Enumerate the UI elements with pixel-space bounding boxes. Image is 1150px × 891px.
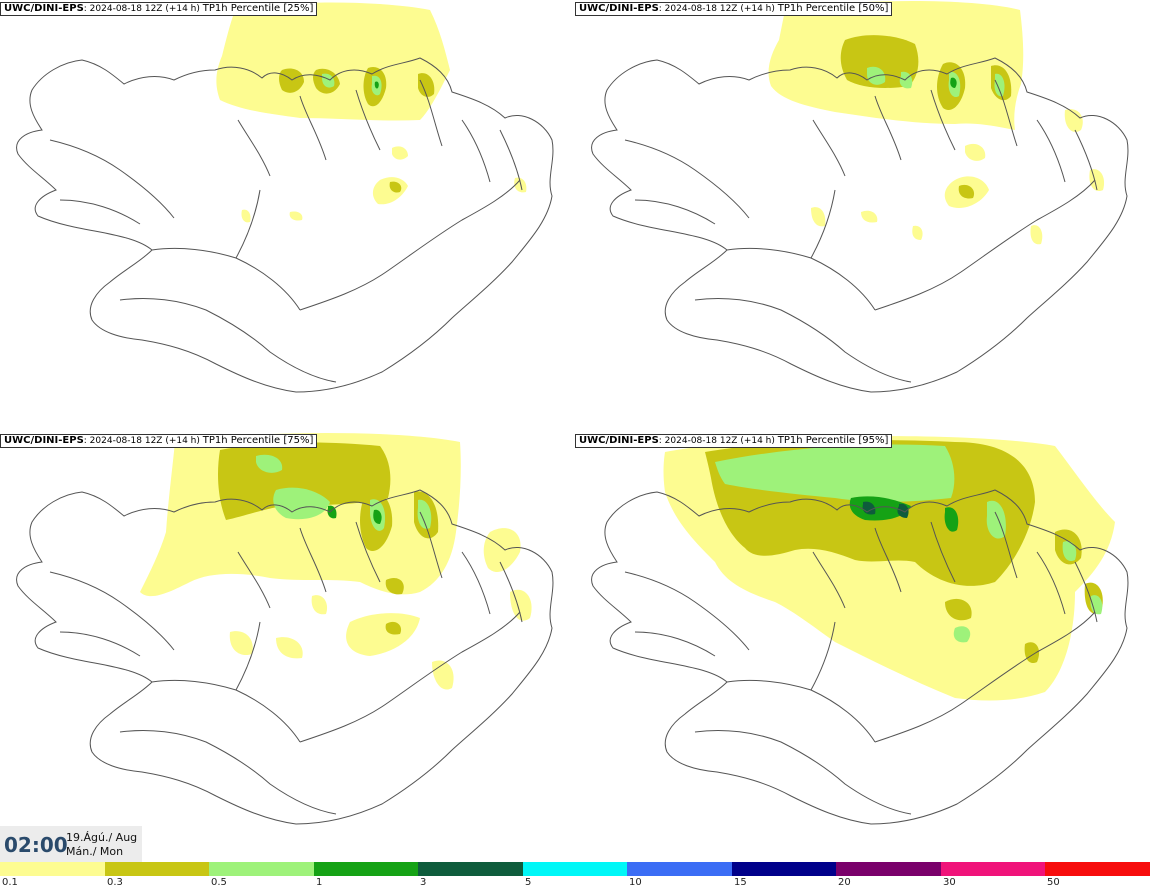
run-time: 2024-08-18 12Z (+14 h) <box>664 4 775 14</box>
legend-swatch <box>522 862 628 876</box>
legend-swatch <box>731 862 837 876</box>
valid-time-box: 02:00 19.Ágú./ Aug Mán./ Mon <box>0 826 142 862</box>
legend-threshold-label: 3 <box>420 877 427 888</box>
field-title: TP1h Percentile [75%] <box>202 435 314 446</box>
legend-threshold-label: 1 <box>316 877 323 888</box>
legend-swatch <box>627 862 732 876</box>
field-title: TP1h Percentile [50%] <box>777 3 889 14</box>
model-name: UWC/DINI-EPS <box>579 3 659 14</box>
legend-swatch <box>313 862 419 876</box>
legend-threshold-label: 50 <box>1047 877 1060 888</box>
color-legend <box>0 862 1150 876</box>
legend-swatch <box>0 862 105 876</box>
precip-map-p50 <box>591 1 1129 393</box>
legend-swatch <box>104 862 210 876</box>
legend-threshold-label: 30 <box>943 877 956 888</box>
run-time: 2024-08-18 12Z (+14 h) <box>89 4 200 14</box>
panel-title-p50: UWC/DINI-EPS: 2024-08-18 12Z (+14 h) TP1… <box>575 2 893 16</box>
map-panel-p75: UWC/DINI-EPS: 2024-08-18 12Z (+14 h) TP1… <box>0 432 575 864</box>
legend-swatch <box>1045 862 1150 876</box>
precip-map-p75 <box>16 433 554 825</box>
model-name: UWC/DINI-EPS <box>4 3 84 14</box>
legend-threshold-label: 15 <box>734 877 747 888</box>
map-panel-p95: UWC/DINI-EPS: 2024-08-18 12Z (+14 h) TP1… <box>575 432 1150 864</box>
legend-threshold-label: 0.3 <box>107 877 123 888</box>
precip-map-p95 <box>591 436 1129 825</box>
field-title: TP1h Percentile [95%] <box>777 435 889 446</box>
model-name: UWC/DINI-EPS <box>579 435 659 446</box>
legend-threshold-label: 10 <box>629 877 642 888</box>
legend-swatch <box>209 862 314 876</box>
precip-map-p25 <box>16 2 554 393</box>
map-panel-p50: UWC/DINI-EPS: 2024-08-18 12Z (+14 h) TP1… <box>575 0 1150 432</box>
valid-date-line1: 19.Ágú./ Aug <box>66 831 138 844</box>
legend-threshold-label: 5 <box>525 877 532 888</box>
field-title: TP1h Percentile [25%] <box>202 3 314 14</box>
valid-time-clock: 02:00 <box>4 833 68 857</box>
run-time: 2024-08-18 12Z (+14 h) <box>89 436 200 446</box>
legend-threshold-label: 0.5 <box>211 877 227 888</box>
valid-time-date: 19.Ágú./ Aug Mán./ Mon <box>66 831 137 859</box>
legend-threshold-label: 0.1 <box>2 877 18 888</box>
map-panel-p25: UWC/DINI-EPS: 2024-08-18 12Z (+14 h) TP1… <box>0 0 575 432</box>
legend-swatch <box>836 862 941 876</box>
valid-date-line2: Mán./ Mon <box>66 845 124 858</box>
panel-title-p95: UWC/DINI-EPS: 2024-08-18 12Z (+14 h) TP1… <box>575 434 893 448</box>
legend-threshold-label: 20 <box>838 877 851 888</box>
panel-title-p75: UWC/DINI-EPS: 2024-08-18 12Z (+14 h) TP1… <box>0 434 318 448</box>
panel-title-p25: UWC/DINI-EPS: 2024-08-18 12Z (+14 h) TP1… <box>0 2 318 16</box>
legend-labels: 0.1 0.3 0.5 1 3 5 10 15 20 30 50 <box>0 876 1150 890</box>
legend-swatch <box>940 862 1046 876</box>
legend-swatch <box>418 862 523 876</box>
run-time: 2024-08-18 12Z (+14 h) <box>664 436 775 446</box>
model-name: UWC/DINI-EPS <box>4 435 84 446</box>
